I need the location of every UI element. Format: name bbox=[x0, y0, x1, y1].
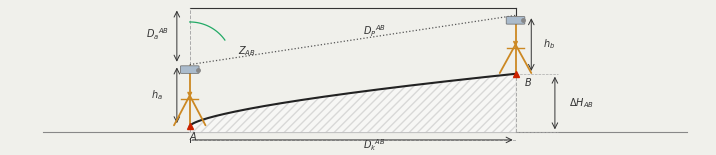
Text: $\Delta H_{AB}$: $\Delta H_{AB}$ bbox=[569, 96, 594, 110]
Text: $B$: $B$ bbox=[524, 76, 532, 88]
FancyBboxPatch shape bbox=[506, 17, 525, 24]
Text: $D_a{}^{AB}$: $D_a{}^{AB}$ bbox=[146, 27, 169, 42]
Text: $A$: $A$ bbox=[189, 130, 198, 142]
Polygon shape bbox=[190, 74, 516, 132]
Text: $Z_{AB}$: $Z_{AB}$ bbox=[238, 44, 256, 58]
Text: $D_k{}^{AB}$: $D_k{}^{AB}$ bbox=[363, 137, 385, 153]
Text: $D_P{}^{AB}$: $D_P{}^{AB}$ bbox=[362, 23, 386, 39]
FancyBboxPatch shape bbox=[180, 66, 199, 73]
Text: $h_a$: $h_a$ bbox=[150, 89, 163, 102]
Text: $h_b$: $h_b$ bbox=[543, 38, 555, 51]
